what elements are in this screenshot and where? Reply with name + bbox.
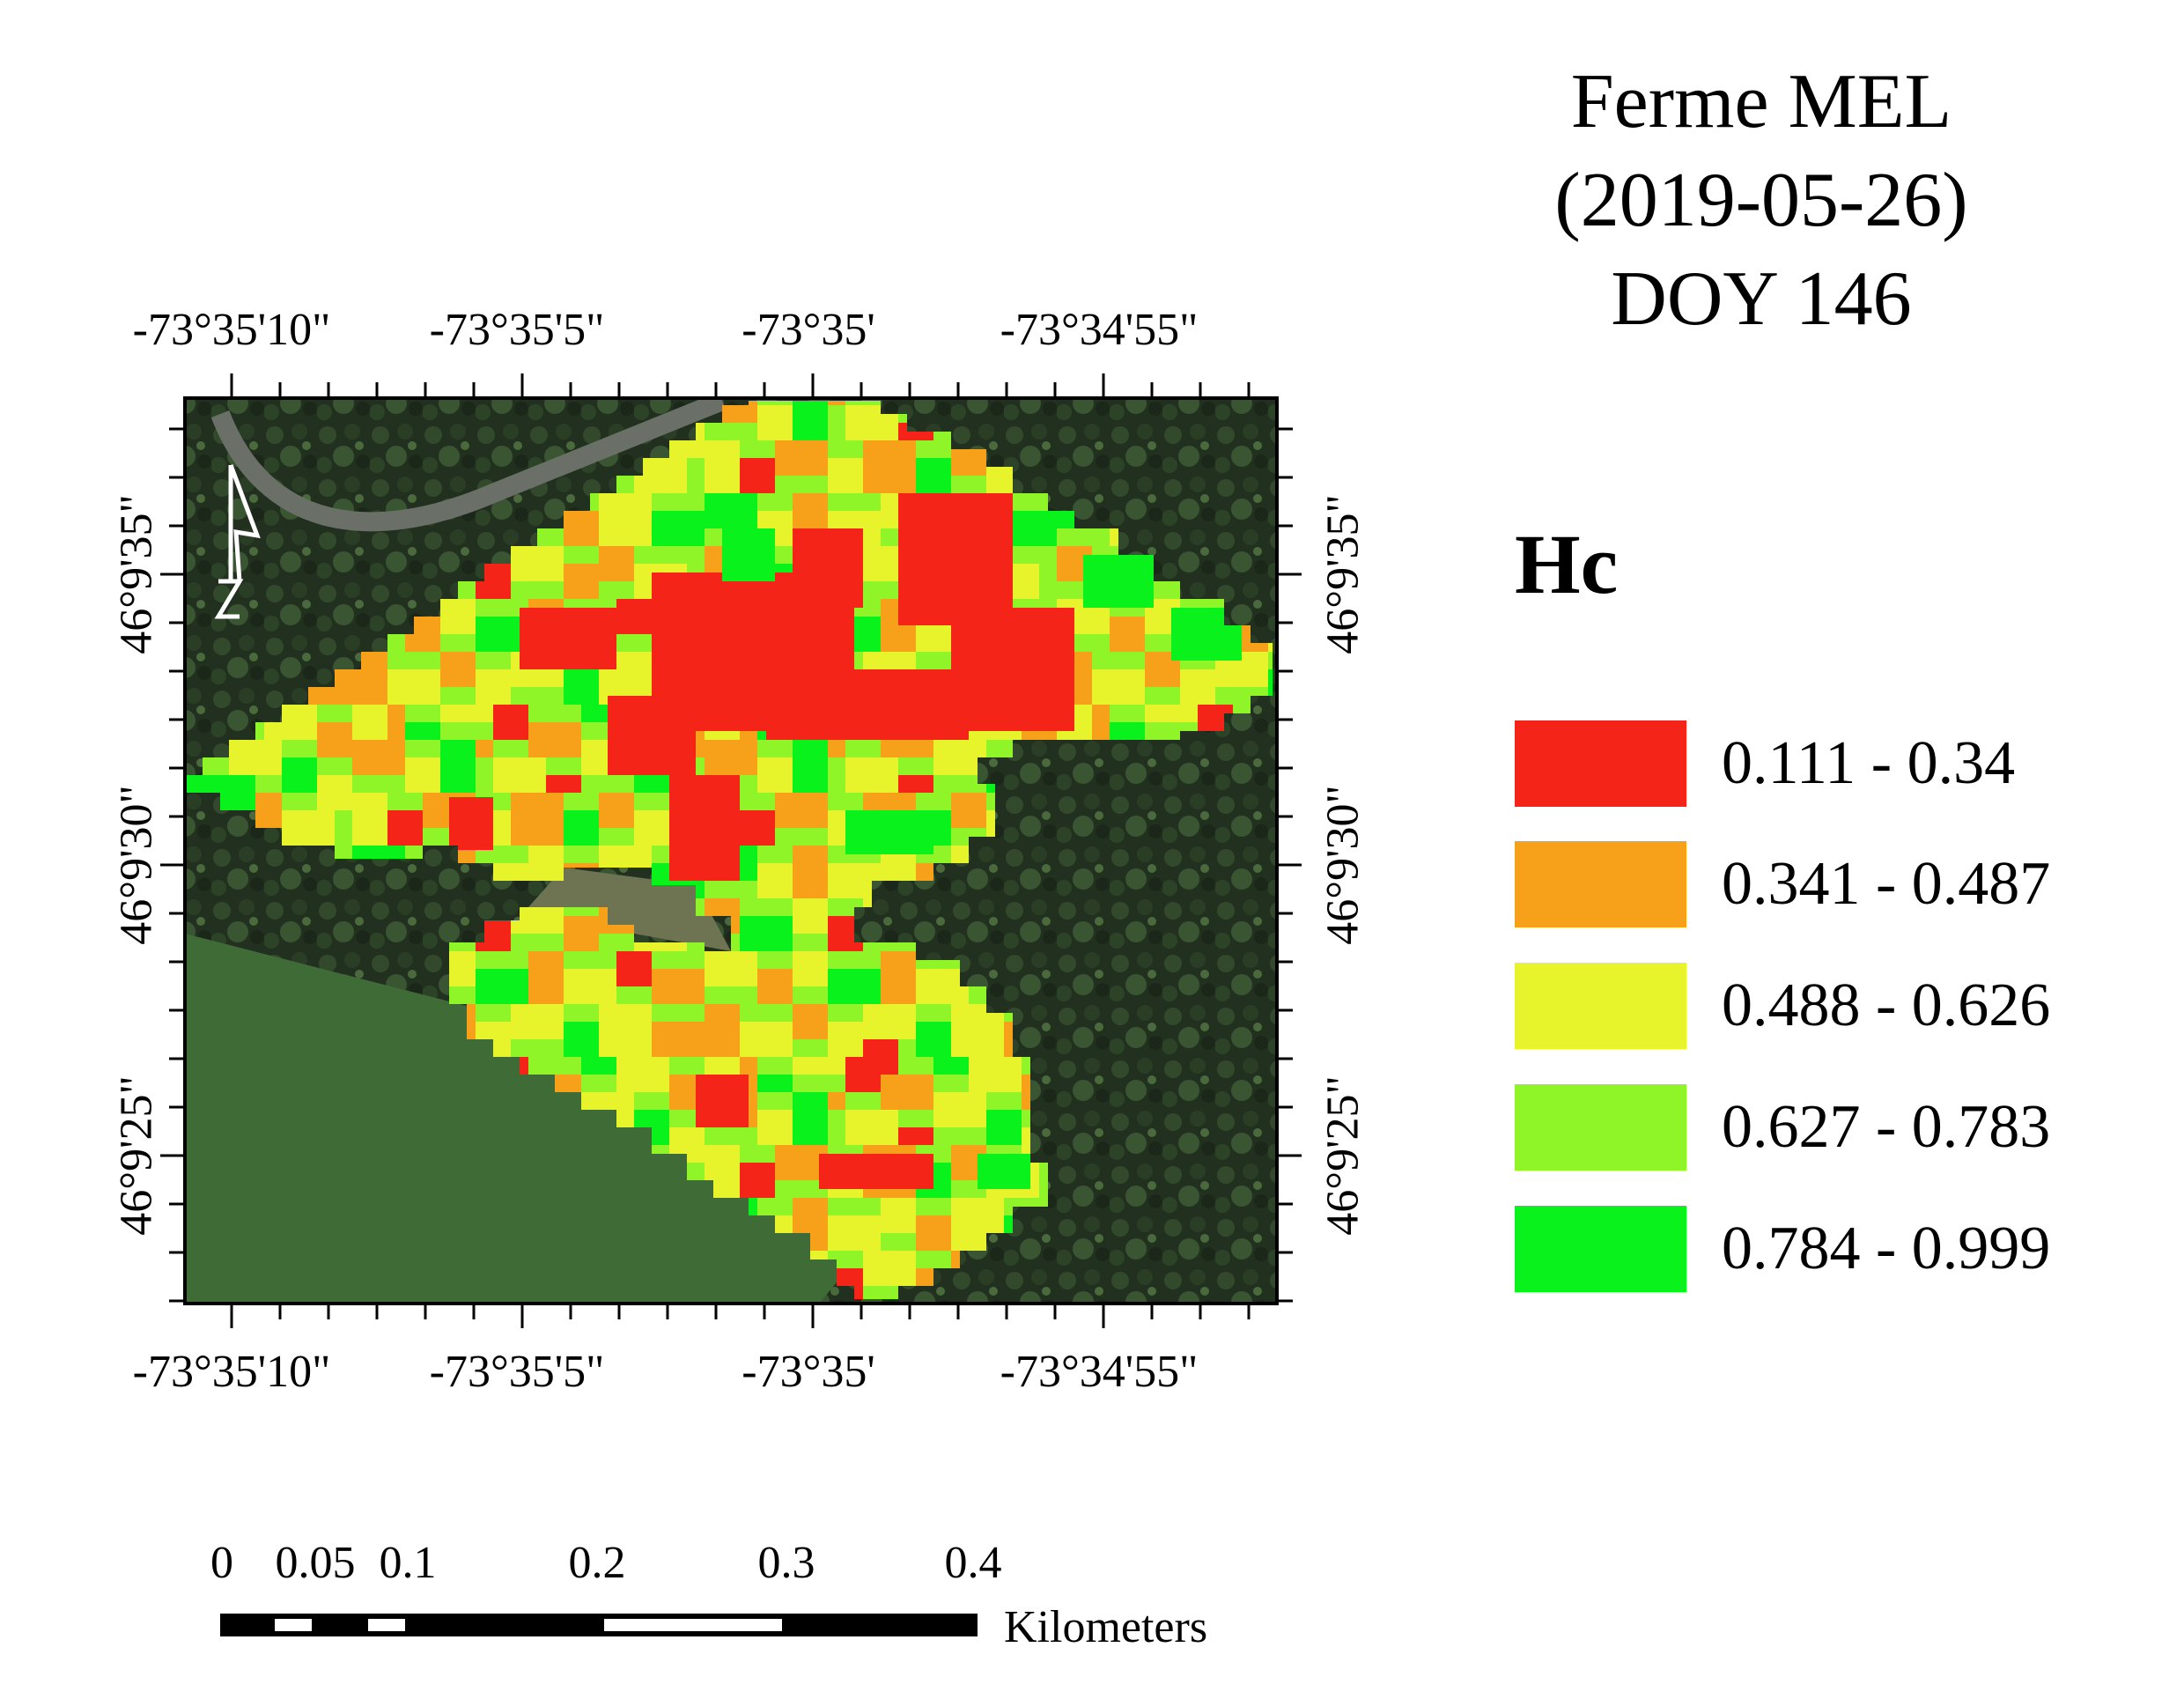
- north-arrow-icon: [214, 464, 261, 619]
- legend-label-3: 0.488 - 0.626: [1722, 971, 2051, 1039]
- lon-label-bottom-4: -73°34'55": [1000, 1347, 1199, 1397]
- legend-label-2: 0.341 - 0.487: [1722, 850, 2051, 918]
- title-line-farm: Ferme MEL: [1570, 59, 1952, 144]
- lon-label-top-4: -73°34'55": [1000, 305, 1199, 355]
- legend-label-4: 0.627 - 0.783: [1722, 1093, 2051, 1161]
- legend-title: Hc: [1515, 517, 1619, 611]
- map-title: Ferme MEL (2019-05-26) DOY 146: [1427, 53, 2096, 349]
- scale-tick-01: 0.1: [379, 1538, 437, 1588]
- title-line-date: (2019-05-26): [1554, 158, 1968, 243]
- scale-bar: [220, 1614, 978, 1636]
- legend-label-1: 0.111 - 0.34: [1722, 729, 2016, 797]
- legend-label-5: 0.784 - 0.999: [1722, 1215, 2051, 1282]
- lon-label-bottom-2: -73°35'5": [429, 1347, 605, 1397]
- graticule-ticks: [160, 373, 1302, 1328]
- lat-label-right-3: 46°9'25": [1317, 1075, 1369, 1236]
- grass-field: [185, 934, 863, 1304]
- legend-swatch-2: [1515, 841, 1686, 927]
- scale-tick-005: 0.05: [275, 1538, 356, 1588]
- scale-unit: Kilometers: [1004, 1602, 1208, 1652]
- road: [210, 398, 727, 532]
- scale-tick-03: 0.3: [757, 1538, 815, 1588]
- lat-label-right-1: 46°9'35": [1317, 494, 1369, 654]
- title-line-doy: DOY 146: [1611, 256, 1912, 342]
- lat-label-right-2: 46°9'30": [1317, 785, 1369, 945]
- lat-label-left-3: 46°9'25": [111, 1075, 162, 1236]
- lon-label-top-3: -73°35': [742, 305, 875, 355]
- legend-swatch-1: [1515, 720, 1686, 807]
- legend-swatch-5: [1515, 1206, 1686, 1292]
- legend-swatch-4: [1515, 1084, 1686, 1171]
- scale-tick-02: 0.2: [568, 1538, 626, 1588]
- map-border: [183, 396, 1279, 1305]
- lon-label-bottom-3: -73°35': [742, 1347, 875, 1397]
- lon-label-top-2: -73°35'5": [429, 305, 605, 355]
- legend-swatch-3: [1515, 963, 1686, 1049]
- lat-label-left-1: 46°9'35": [111, 494, 162, 654]
- lat-label-left-2: 46°9'30": [111, 785, 162, 945]
- scale-tick-0: 0: [210, 1538, 233, 1588]
- bare-patch: [528, 868, 731, 951]
- lon-label-top-1: -73°35'10": [132, 305, 331, 355]
- lon-label-bottom-1: -73°35'10": [132, 1347, 331, 1397]
- scale-tick-04: 0.4: [944, 1538, 1002, 1588]
